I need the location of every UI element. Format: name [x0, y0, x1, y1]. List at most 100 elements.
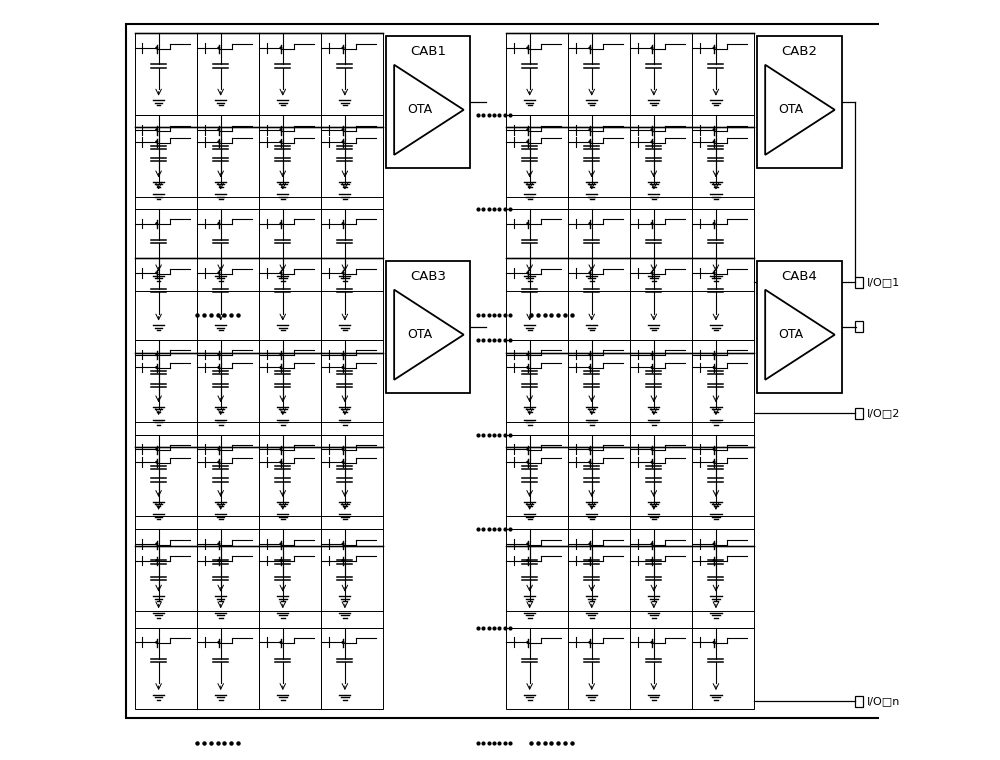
Circle shape [650, 141, 654, 144]
Bar [506, 127, 568, 209]
Bar [259, 628, 321, 709]
Circle shape [279, 353, 282, 356]
Circle shape [650, 448, 654, 451]
Bar [197, 209, 259, 290]
Circle shape [588, 559, 591, 562]
Bar [386, 36, 470, 168]
Circle shape [341, 366, 345, 369]
Bar [506, 33, 568, 115]
Circle shape [526, 366, 529, 369]
Bar [568, 115, 630, 197]
Circle shape [713, 641, 716, 644]
Bar [135, 258, 197, 340]
Bar [506, 628, 568, 709]
Bar [259, 33, 321, 115]
Circle shape [341, 46, 345, 49]
Circle shape [217, 366, 220, 369]
Bar [692, 448, 754, 529]
Bar [855, 696, 863, 707]
Bar [197, 353, 259, 435]
Circle shape [341, 141, 345, 144]
Text: OTA: OTA [778, 103, 803, 116]
Circle shape [217, 641, 220, 644]
Bar [197, 529, 259, 611]
Bar [135, 435, 197, 516]
Bar [259, 115, 321, 197]
Circle shape [588, 641, 591, 644]
Circle shape [588, 46, 591, 49]
Circle shape [279, 543, 282, 546]
Bar [692, 258, 754, 340]
Circle shape [713, 128, 716, 131]
Circle shape [713, 366, 716, 369]
Bar [197, 258, 259, 340]
Bar [568, 529, 630, 611]
Circle shape [588, 222, 591, 225]
Bar [386, 261, 470, 393]
Bar [259, 353, 321, 435]
Bar [197, 340, 259, 422]
Bar [630, 353, 692, 435]
Bar [197, 628, 259, 709]
Circle shape [526, 46, 529, 49]
Circle shape [526, 461, 529, 464]
Circle shape [650, 222, 654, 225]
Bar [757, 261, 842, 393]
Circle shape [341, 353, 345, 356]
Circle shape [650, 559, 654, 562]
Circle shape [341, 222, 345, 225]
Circle shape [526, 141, 529, 144]
Bar [197, 127, 259, 209]
Bar [506, 258, 568, 340]
Circle shape [155, 559, 158, 562]
Text: OTA: OTA [778, 328, 803, 341]
Bar [321, 529, 383, 611]
Bar [568, 340, 630, 422]
Bar [568, 435, 630, 516]
Bar [321, 628, 383, 709]
Bar [630, 115, 692, 197]
Bar [135, 628, 197, 709]
Bar [855, 408, 863, 419]
Circle shape [650, 271, 654, 274]
Bar [135, 340, 197, 422]
Circle shape [279, 641, 282, 644]
Bar [692, 33, 754, 115]
Bar [692, 127, 754, 209]
Text: CAB3: CAB3 [410, 270, 446, 283]
Circle shape [588, 448, 591, 451]
Bar [855, 321, 863, 332]
Circle shape [217, 543, 220, 546]
Bar [855, 277, 863, 288]
Bar [506, 435, 568, 516]
Circle shape [713, 141, 716, 144]
Bar [630, 628, 692, 709]
Circle shape [279, 461, 282, 464]
Bar [321, 448, 383, 529]
Circle shape [526, 641, 529, 644]
Bar [630, 209, 692, 290]
Circle shape [526, 559, 529, 562]
Bar [692, 115, 754, 197]
Bar [568, 353, 630, 435]
Circle shape [341, 448, 345, 451]
Bar [506, 209, 568, 290]
Circle shape [279, 128, 282, 131]
Bar [135, 546, 197, 628]
Circle shape [650, 543, 654, 546]
Circle shape [341, 641, 345, 644]
Circle shape [650, 366, 654, 369]
Circle shape [588, 141, 591, 144]
Circle shape [341, 271, 345, 274]
Text: OTA: OTA [407, 103, 432, 116]
Bar [321, 258, 383, 340]
Circle shape [217, 141, 220, 144]
Bar [630, 127, 692, 209]
Circle shape [155, 46, 158, 49]
Bar [135, 209, 197, 290]
Circle shape [341, 543, 345, 546]
Circle shape [217, 559, 220, 562]
Circle shape [155, 543, 158, 546]
Circle shape [650, 461, 654, 464]
Bar [568, 258, 630, 340]
